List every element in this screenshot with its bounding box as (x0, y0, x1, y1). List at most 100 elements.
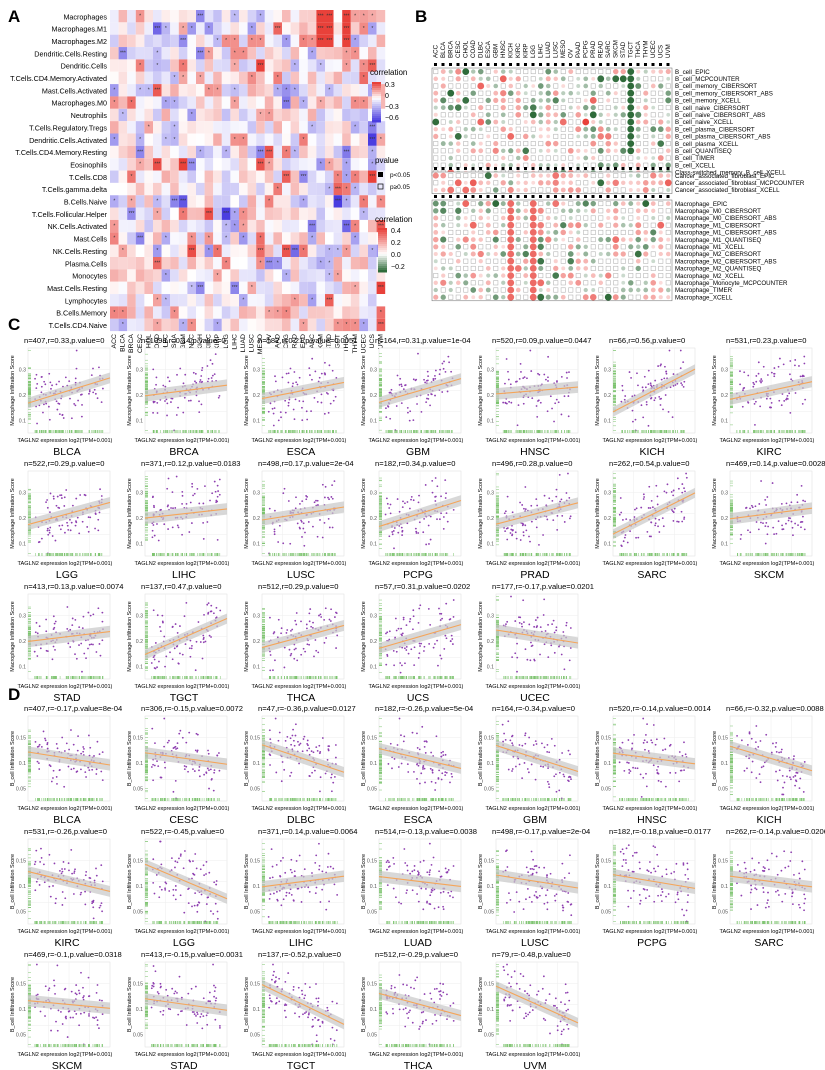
heatmap-b-dot (463, 134, 468, 139)
heatmap-a-cell (118, 34, 128, 48)
heatmap-a-cell (368, 59, 377, 72)
heatmap-a-sig-mark: * (217, 322, 219, 328)
heatmap-a-cell (325, 195, 334, 208)
scatter-plot: n=371,r=0.12,p.value=0.01830.10.20.3Macr… (127, 459, 240, 581)
heatmap-a-cell (350, 207, 360, 220)
heatmap-a-sig-mark: *** (232, 285, 238, 291)
heatmap-b-dot (516, 180, 521, 185)
heatmap-b-marker (599, 167, 602, 170)
heatmap-b-dot (590, 105, 596, 111)
heatmap-a-cell (196, 294, 205, 307)
heatmap-b-dot (613, 215, 619, 221)
heatmap-b-dot (612, 179, 619, 187)
heatmap-a-cell (204, 47, 214, 60)
heatmap-b-nonsig (643, 215, 649, 221)
scatter-point (665, 372, 668, 375)
heatmap-b-dot (507, 279, 515, 287)
heatmap-a-cell (187, 10, 196, 23)
heatmap-a-cell (187, 145, 196, 159)
heatmap-b-dot (583, 251, 589, 257)
heatmap-a-sig-mark: * (371, 149, 373, 155)
heatmap-b-marker (546, 63, 550, 66)
scatter-point (754, 424, 756, 426)
heatmap-b-nonsig (508, 112, 514, 118)
heatmap-a-cell (118, 269, 128, 282)
scatter-point (69, 529, 72, 532)
heatmap-b-nonsig (470, 201, 476, 207)
heatmap-a-cell (376, 281, 386, 295)
heatmap-b-dot (568, 265, 574, 271)
heatmap-a-cell (333, 121, 343, 134)
heatmap-a-cell (264, 71, 274, 85)
heatmap-b-nonsig (658, 215, 664, 221)
heatmap-a-sig-mark: *** (275, 26, 281, 32)
heatmap-b-dot (553, 76, 558, 82)
scatter-cancer-name: GBM (406, 446, 430, 458)
scatter-point (760, 381, 762, 384)
scatter-point (287, 381, 290, 384)
heatmap-b-dot (523, 215, 529, 221)
scatter-point (188, 531, 191, 533)
heatmap-b-dot (478, 259, 483, 264)
heatmap-a-legend-swatch (372, 92, 381, 95)
heatmap-b-marker (584, 167, 587, 170)
heatmap-b-dot (471, 163, 476, 168)
heatmap-a-cell (161, 34, 171, 48)
scatter-point (510, 401, 513, 404)
heatmap-a-cell (127, 10, 136, 23)
heatmap-a-sig-mark: * (251, 75, 253, 81)
heatmap-b-dot (456, 223, 461, 228)
scatter-point (799, 375, 802, 378)
heatmap-a-cell (282, 84, 291, 97)
heatmap-a-cell (316, 71, 325, 85)
heatmap-a-cell (239, 158, 248, 171)
scatter-point (668, 349, 671, 352)
heatmap-b-nonsig (448, 258, 454, 264)
heatmap-a-cell (333, 96, 343, 109)
heatmap-a-cell (342, 318, 351, 332)
heatmap-b-dot (621, 180, 626, 186)
heatmap-a-cell (196, 10, 205, 23)
heatmap-a-sig-mark: *** (129, 211, 135, 217)
scatter-ytick: 0.3 (136, 490, 143, 496)
heatmap-a-cell (239, 96, 248, 109)
heatmap-b-dot (636, 180, 641, 186)
heatmap-b-dot (470, 112, 476, 118)
heatmap-a-sig-mark: * (225, 260, 227, 266)
panel-label-b: B (415, 7, 427, 26)
scatter-point (206, 521, 209, 523)
scatter-ytick: 0.3 (370, 367, 377, 373)
heatmap-b-dot (463, 216, 468, 220)
heatmap-a-sig-mark: *** (326, 38, 332, 44)
heatmap-a-sig-mark: * (156, 211, 158, 217)
heatmap-b-dot (553, 237, 558, 242)
heatmap-a-cell (264, 281, 274, 295)
heatmap-a-col-label: UCEC (360, 334, 367, 353)
heatmap-b-row-label: Cancer_associated_fibroblast_MCPCOUNTER (675, 180, 805, 187)
heatmap-b-dot (501, 173, 506, 178)
heatmap-a-cell (350, 269, 360, 282)
scatter-cancer-name: KIRC (756, 446, 782, 458)
heatmap-b-nonsig (523, 287, 529, 293)
scatter-point (769, 397, 772, 400)
heatmap-b-nonsig (560, 155, 566, 161)
scatter-point (644, 386, 647, 389)
heatmap-b-nonsig (598, 201, 604, 207)
scatter-point (64, 531, 66, 534)
heatmap-a-cell (376, 22, 386, 35)
heatmap-a-cell (170, 133, 179, 146)
heatmap-a-cell (350, 59, 360, 72)
scatter-point (531, 397, 534, 400)
heatmap-b-col-label: PCPG (582, 40, 589, 58)
scatter-point (78, 532, 81, 535)
heatmap-b-dot (538, 148, 543, 153)
heatmap-a-sig-mark: * (277, 260, 279, 266)
heatmap-b-row-label: B_cell_plasma_CIBERSORT (675, 126, 755, 133)
scatter-point (680, 382, 683, 385)
heatmap-a-cell (153, 96, 162, 109)
scatter-point (547, 376, 549, 379)
scatter-point (308, 367, 311, 370)
heatmap-a-cell (170, 219, 179, 233)
heatmap-a-cell (299, 10, 308, 23)
heatmap-a-sig-mark: * (122, 248, 124, 254)
